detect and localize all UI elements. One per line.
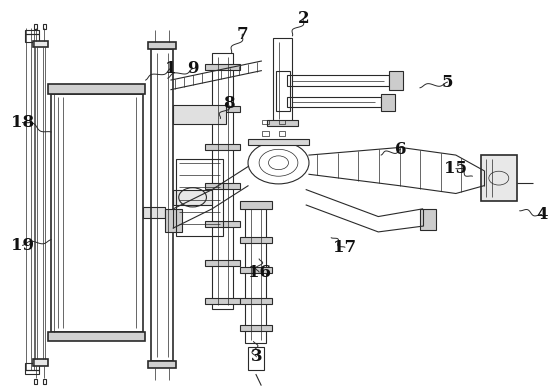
Text: 8: 8 [223,95,234,112]
Bar [25,30,38,34]
Bar [420,209,437,230]
Bar [267,120,298,126]
Bar [206,106,240,112]
Bar [240,201,272,209]
Bar [278,120,285,124]
Bar [206,260,240,266]
Bar [262,120,268,124]
Bar [48,84,145,94]
Bar [151,50,173,361]
Bar [43,379,46,384]
Bar [33,24,37,29]
Bar [206,63,240,70]
Bar [51,94,143,332]
Bar [25,34,38,42]
Text: 5: 5 [442,74,453,91]
Bar [148,361,176,368]
Bar [276,71,290,111]
Bar [173,190,212,205]
Text: 7: 7 [237,26,248,43]
Bar [278,131,285,136]
Bar [173,105,226,124]
Bar [273,38,292,122]
Bar [287,98,381,107]
Bar [25,370,38,374]
Bar [206,183,240,189]
Bar [48,332,145,341]
Bar [240,267,272,274]
Text: 17: 17 [334,239,356,256]
Bar [165,209,182,232]
Text: 1: 1 [165,60,176,77]
Bar [206,144,240,151]
Text: 2: 2 [297,10,309,27]
Text: 18: 18 [11,114,34,131]
Bar [25,363,38,370]
Bar [287,75,389,86]
Text: 9: 9 [187,60,198,77]
Bar [248,347,263,370]
Bar [33,379,37,384]
Bar [43,24,46,29]
Bar [262,131,268,136]
Bar [206,298,240,304]
Bar [240,325,272,331]
Bar [206,221,240,227]
Text: 6: 6 [395,141,406,158]
Text: 19: 19 [11,237,34,254]
Bar [389,71,403,90]
Bar [143,207,165,219]
Bar [212,53,233,309]
Text: 3: 3 [251,348,262,365]
Bar [248,139,309,146]
Bar [176,159,223,236]
Bar [33,359,48,366]
Text: 4: 4 [536,206,548,223]
Bar [240,298,272,304]
Bar [481,155,517,201]
Text: 15: 15 [444,160,467,177]
Bar [381,94,395,111]
Bar [240,236,272,243]
Bar [245,205,266,343]
Bar [33,41,48,48]
Text: 16: 16 [248,264,271,281]
Bar [148,42,176,50]
